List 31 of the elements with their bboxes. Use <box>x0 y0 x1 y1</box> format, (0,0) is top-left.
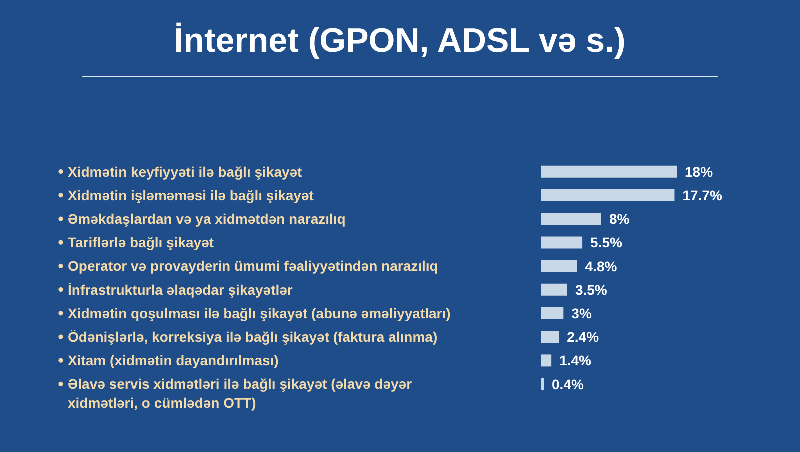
data-label: 3.5% <box>575 282 608 298</box>
bar <box>541 190 675 202</box>
data-label: 5.5% <box>590 234 624 251</box>
data-label: 4.8% <box>585 258 618 274</box>
bar <box>541 260 578 272</box>
bar <box>541 308 564 320</box>
bar <box>541 378 544 390</box>
data-label: 1.4% <box>560 352 592 369</box>
bar <box>541 354 552 367</box>
bar <box>541 166 677 178</box>
data-label: 2.4% <box>567 329 600 346</box>
data-label: 18% <box>685 164 714 180</box>
y-tick-label: Əməkdaşlardan və ya xidmətdən narazılıq <box>68 211 346 227</box>
y-tick-label: Xitam (xidmətin dayandırılması) <box>68 352 279 369</box>
y-tick-label: Ödənişlərlə, korreksiya ilə bağlı şikayət (faktura alınma) <box>68 329 438 345</box>
data-label: 8% <box>609 211 630 228</box>
bar <box>541 331 560 344</box>
data-label: 0.4% <box>552 376 584 392</box>
data-label: 3% <box>572 306 592 322</box>
y-tick-label: Xidmətin qoşulması ilə bağlı şikayət (abunə əməliyyatları) <box>68 305 451 322</box>
y-tick-label: Xidmətin keyfiyyəti ilə bağlı şikayət <box>68 164 303 180</box>
chart-title: İnternet (GPON, ADSL və s.) <box>173 22 627 61</box>
bar <box>541 284 568 296</box>
data-label: 17.7% <box>682 188 723 204</box>
y-tick-label: Xidmətin işləməməsi ilə bağlı şikayət <box>68 187 314 204</box>
y-tick-label: Əlavə servis xidmətləri ilə bağlı şikayət (əlavə dəyər xidmətləri, o cümlədən OTT) <box>68 376 413 412</box>
bar <box>541 236 583 249</box>
y-tick-label: Operator və provayderin ümumi fəaliyyətindən narazılıq <box>68 258 438 274</box>
y-tick-label: İnfrastrukturla əlaqədar şikayətlər <box>68 282 294 298</box>
bar <box>541 213 602 226</box>
y-tick-label: Tariflərlə bağlı şikayət <box>68 234 214 251</box>
